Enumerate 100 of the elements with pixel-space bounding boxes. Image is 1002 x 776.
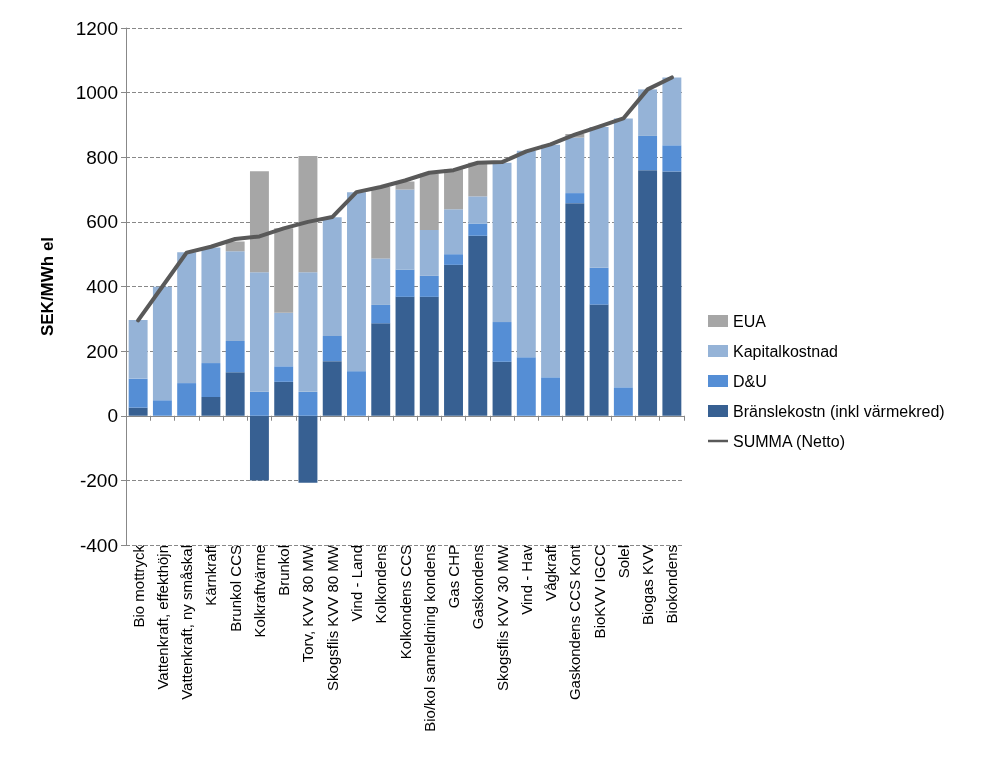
y-tick-label: 0 (107, 405, 118, 427)
bar (225, 372, 245, 416)
y-tick-label: -400 (79, 534, 118, 556)
x-tick-label: Brunkol CCS (226, 545, 244, 632)
x-tick-label: Kolkondens (372, 545, 390, 624)
x-tick-label: Kolkondens CCS (396, 545, 414, 660)
bar (492, 162, 512, 323)
bar (395, 189, 415, 270)
bar (128, 378, 148, 408)
bar (128, 320, 148, 379)
y-tick-label: -200 (79, 469, 118, 491)
bar (565, 137, 585, 194)
bar (444, 169, 463, 210)
bar (444, 209, 463, 255)
bar (177, 383, 197, 416)
bar (444, 264, 463, 416)
bar (322, 217, 342, 336)
x-tick-label: Vind - Land (347, 545, 365, 622)
bar (589, 304, 609, 416)
bar (613, 118, 633, 388)
bar (516, 150, 536, 358)
bar (322, 335, 342, 362)
bar (225, 241, 245, 252)
x-tick-label: BioKVV IGCC (590, 544, 608, 639)
bar (662, 145, 682, 172)
bar (225, 341, 245, 373)
bar (589, 267, 609, 305)
bar (541, 144, 561, 378)
bar (638, 89, 658, 136)
x-tick-label: Bio/kol sameldning kondens (420, 545, 438, 732)
bar (613, 387, 633, 416)
x-tick-label: Vattenkraft, effekthöjn (153, 545, 171, 690)
bar (468, 223, 488, 236)
x-tick-label: Solel (614, 545, 632, 579)
y-axis-title: SEK/MWh el (38, 236, 57, 337)
bar (201, 397, 221, 416)
bar (322, 361, 342, 416)
bar (298, 272, 318, 392)
x-tick-label: Skogsflis KVV 30 MW (493, 544, 511, 691)
bar (395, 269, 415, 297)
legend-label: Kapitalkostnad (733, 342, 838, 360)
bar (347, 371, 366, 416)
bar (492, 361, 512, 416)
x-tick-label: Vattenkraft, ny småskal (178, 545, 196, 700)
bar (249, 391, 269, 416)
line-series (136, 75, 674, 323)
bar (249, 272, 269, 392)
bar (249, 415, 269, 481)
bar (565, 193, 585, 204)
y-tick-label: 600 (86, 211, 118, 233)
bar (201, 363, 221, 398)
bar (177, 252, 197, 384)
bar (638, 170, 658, 416)
x-tick-label: Vågkraft (542, 544, 560, 601)
x-tick-label: Kärnkraft (202, 544, 220, 606)
y-tick-label: 1000 (75, 82, 118, 104)
bar (274, 381, 294, 416)
x-tick-label: Torv, KVV 80 MW (299, 544, 317, 663)
bar (565, 203, 585, 416)
x-tick-label: Brunkol (275, 545, 293, 596)
bar (638, 135, 658, 171)
x-tick-label: Bio mottryck (129, 544, 147, 628)
x-tick-label: Vind - Hav (517, 544, 535, 615)
legend-label: SUMMA (Netto) (733, 432, 846, 450)
bar (516, 357, 536, 416)
bar (274, 366, 294, 382)
bar (419, 275, 439, 297)
y-tick-label: 400 (86, 276, 118, 297)
bar (419, 296, 439, 416)
bar (298, 391, 318, 416)
bar (274, 228, 294, 313)
bar (347, 192, 366, 372)
bar (371, 186, 391, 259)
bar (468, 196, 488, 224)
x-tick-label: Gas CHP (445, 545, 463, 609)
bar (444, 254, 463, 265)
x-tick-label: Kolkraftvärme (250, 545, 268, 638)
bar (419, 229, 439, 276)
bar (541, 377, 561, 416)
bar (298, 155, 318, 273)
bar (662, 171, 682, 416)
bar (395, 296, 415, 416)
bar (371, 323, 391, 416)
bar (298, 415, 318, 483)
bar (371, 258, 391, 305)
bar (371, 304, 391, 324)
bar (468, 235, 488, 416)
bar (201, 247, 221, 364)
x-tick-label: Biogas KVV (639, 545, 657, 626)
x-tick-label: Gaskondens (469, 545, 487, 630)
bar (492, 322, 512, 362)
bar (152, 286, 172, 401)
bar (152, 400, 172, 416)
y-tick-label: 1200 (75, 17, 118, 39)
bar (662, 77, 682, 146)
x-tick-label: Biokondens (663, 545, 681, 624)
bar (249, 171, 269, 273)
legend-label: EUA (733, 312, 767, 330)
legend-label: D&U (733, 372, 767, 390)
bar (468, 162, 488, 197)
